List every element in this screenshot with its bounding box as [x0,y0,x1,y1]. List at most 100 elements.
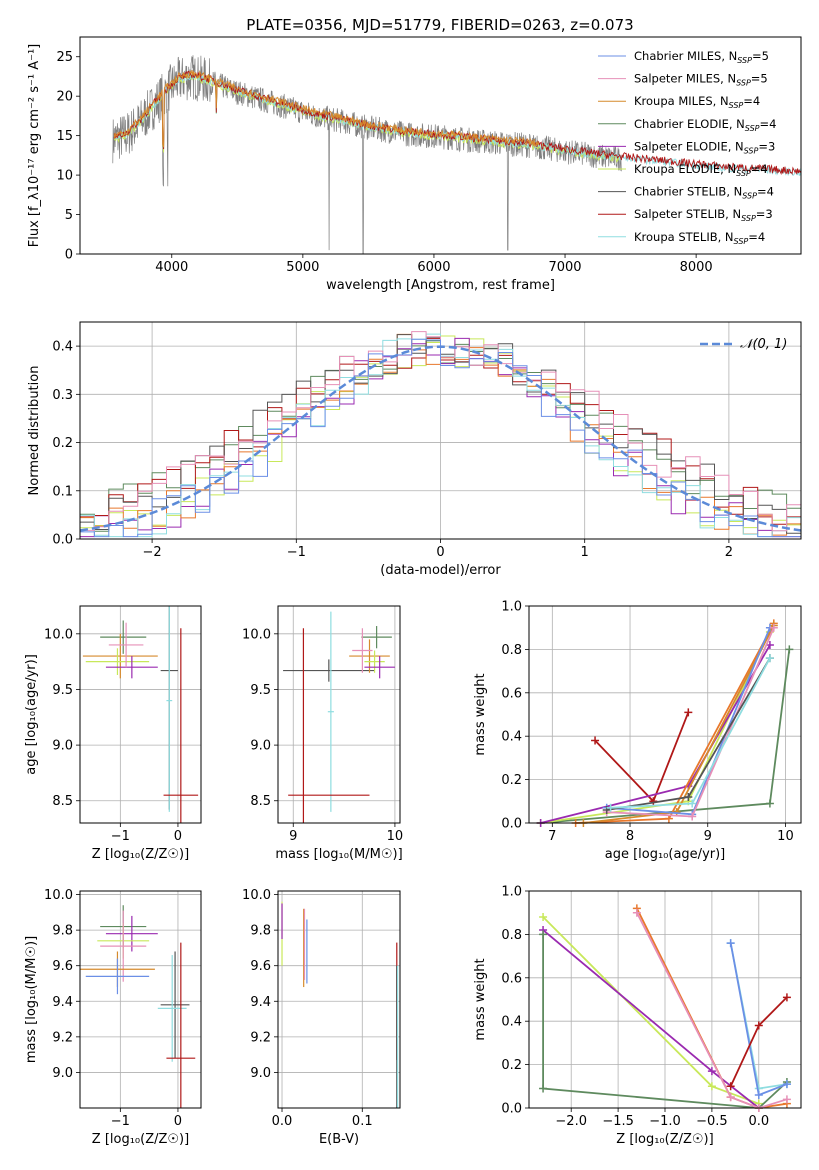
x-tick-label: 10 [777,829,794,844]
y-tick-label: 9.4 [250,995,271,1010]
x-tick-label: 0.1 [352,1114,373,1129]
weight-marker-kroupa_stelib [606,803,615,812]
axes-frame [79,321,802,540]
panel-mass-weight-vs-age: 7 8 9 10 0.0 0.2 0.4 0.6 0.8 1.0 age [log₁₀(age/yr… [473,600,802,862]
x-tick-label: 8 [626,829,634,844]
x-tick-label: 2 [725,545,733,560]
x-tick-label: 0 [174,1114,182,1129]
panel-mass-vs-EBV: 0.0 0.1 9.0 9.2 9.4 9.6 9.8 10.0 E(B-V) [242,888,401,1147]
weight-marker-salpeter_stelib [726,1082,735,1091]
x-tick-label: 6000 [417,260,450,275]
legend-text: =4 [760,117,777,131]
normal-curve [79,345,802,532]
histogram-chabrier_miles [80,338,801,538]
legend-subscript: SSP [737,56,752,65]
legend-label-kroupa_stelib: Kroupa STELIB, NSSP=4 [634,230,765,246]
legend-subscript: SSP [744,146,759,155]
weight-line-orange [575,622,775,824]
figure-title: PLATE=0356, MJD=51779, FIBERID=0263, z=0… [246,16,633,34]
y-tick-label: 1.0 [501,600,522,615]
plot-area [112,55,802,255]
x-tick-label: −2 [143,545,162,560]
y-tick-label: 0.4 [501,730,522,745]
weight-marker-salpeter_miles [632,908,641,917]
legend-text: =4 [748,230,765,244]
x-tick-label: 5000 [286,260,319,275]
y-tick-label: 9.2 [250,1030,271,1045]
plot-area [283,611,395,823]
x-axis-label: E(B-V) [319,1132,359,1147]
y-tick-label: 0.0 [52,533,73,548]
x-axis-label: Z [log₁₀(Z/Z☉)] [92,847,189,862]
x-tick-label: 1 [581,545,589,560]
weight-marker-chabrier_elodie [765,799,774,808]
legend-text: Kroupa MILES, N [634,94,729,108]
legend-label-normal: 𝒩(0, 1) [740,337,787,352]
y-tick-label: 9.5 [52,683,73,698]
weight-marker-kroupa_stelib [765,654,774,663]
legend-label-chabrier_stelib: Chabrier STELIB, NSSP=4 [634,185,774,201]
legend-text: Chabrier STELIB, N [634,185,742,199]
y-tick-label: 9.8 [250,924,271,939]
weight-marker-chabrier_miles [782,1080,791,1089]
x-tick-label: −1 [111,1114,130,1129]
y-tick-label: 0.6 [501,686,522,701]
legend-text: Chabrier ELODIE, N [634,117,745,131]
y-axis-label: mass weight [473,673,488,755]
panels: 4000 5000 6000 7000 80000510152025wavelength… [24,36,802,1147]
weight-marker-salpeter_stelib [754,1021,763,1030]
panel-residuals: −2 −1 0 1 2 0.0 0.1 0.2 0.3 0.4 (data-model)/error… [27,321,802,578]
x-axis-label: Z [log₁₀(Z/Z☉)] [92,1132,189,1147]
x-tick-label: 4000 [155,260,188,275]
axes-frame [79,890,202,1109]
y-tick-label: 1.0 [501,885,522,900]
y-tick-label: 0.4 [501,1015,522,1030]
legend-text: Kroupa ELODIE, N [634,162,736,176]
weight-marker-chabrier_elodie [785,645,794,654]
plot-area [281,901,399,1108]
x-tick-label: 0 [174,829,182,844]
x-tick-label: 0 [436,545,444,560]
weight-line-kroupa_elodie [542,916,760,1105]
axes-frame [79,36,802,255]
x-tick-label: 9 [289,829,297,844]
x-axis-label: Z [log₁₀(Z/Z☉)] [616,1132,713,1147]
weight-marker-chabrier_elodie [539,1084,548,1093]
legend-text: =5 [752,49,769,63]
legend-subscript: SSP [729,101,744,110]
plot-area [80,905,196,1108]
panel-spectrum: 4000 5000 6000 7000 8000 0 5 10 15 20 25 wavelength… [27,36,802,293]
y-tick-label: 0.0 [501,817,522,832]
y-tick-label: 0.0 [501,1102,522,1117]
legend-text: Salpeter ELODIE, N [634,139,744,153]
x-tick-label: 7 [548,829,556,844]
x-tick-label: −1 [111,829,130,844]
weight-marker-salpeter_miles [782,1095,791,1104]
panel-age-vs-mass: 9 10 8.5 9.0 9.5 10.0 mass [log₁₀(M/M☉)] [242,605,403,862]
y-tick-label: 0.1 [52,484,73,499]
y-axis-label: age [log₁₀(age/yr)] [24,654,39,775]
y-tick-label: 9.4 [52,995,73,1010]
plot-area [79,331,802,538]
x-tick-label: −1.5 [602,1114,634,1129]
legend-label-kroupa_elodie: Kroupa ELODIE, NSSP=4 [634,162,768,178]
y-tick-label: 9.2 [52,1030,73,1045]
y-tick-label: 9.0 [52,1066,73,1081]
observed-spectrum [112,55,622,255]
weight-line-salpeter_elodie [542,929,760,1109]
y-tick-label: 9.8 [52,924,73,939]
panel-mass-vs-Z: −1 0 9.0 9.2 9.4 9.6 9.8 10.0 Z [log₁₀(Z/Z☉)] mas… [24,888,202,1147]
y-axis-label: mass weight [473,958,488,1040]
y-tick-label: 0 [65,248,73,263]
axes-frame [528,605,802,824]
axes-frame [277,605,401,824]
x-tick-label: 0.0 [272,1114,293,1129]
y-tick-label: 10.0 [242,627,271,642]
weight-marker-kroupa_elodie [539,913,548,922]
legend-subscript: SSP [736,169,751,178]
panel-mass-weight-vs-Z: −2.0 −1.5 −1.0 −0.5 0.0 0.0 0.2 0.4 0.6 0.8 1.0 Z [… [473,885,802,1147]
x-axis-label: mass [log₁₀(M/M☉)] [275,847,402,862]
legend-subscript: SSP [736,79,751,88]
legend-text: =4 [751,162,768,176]
